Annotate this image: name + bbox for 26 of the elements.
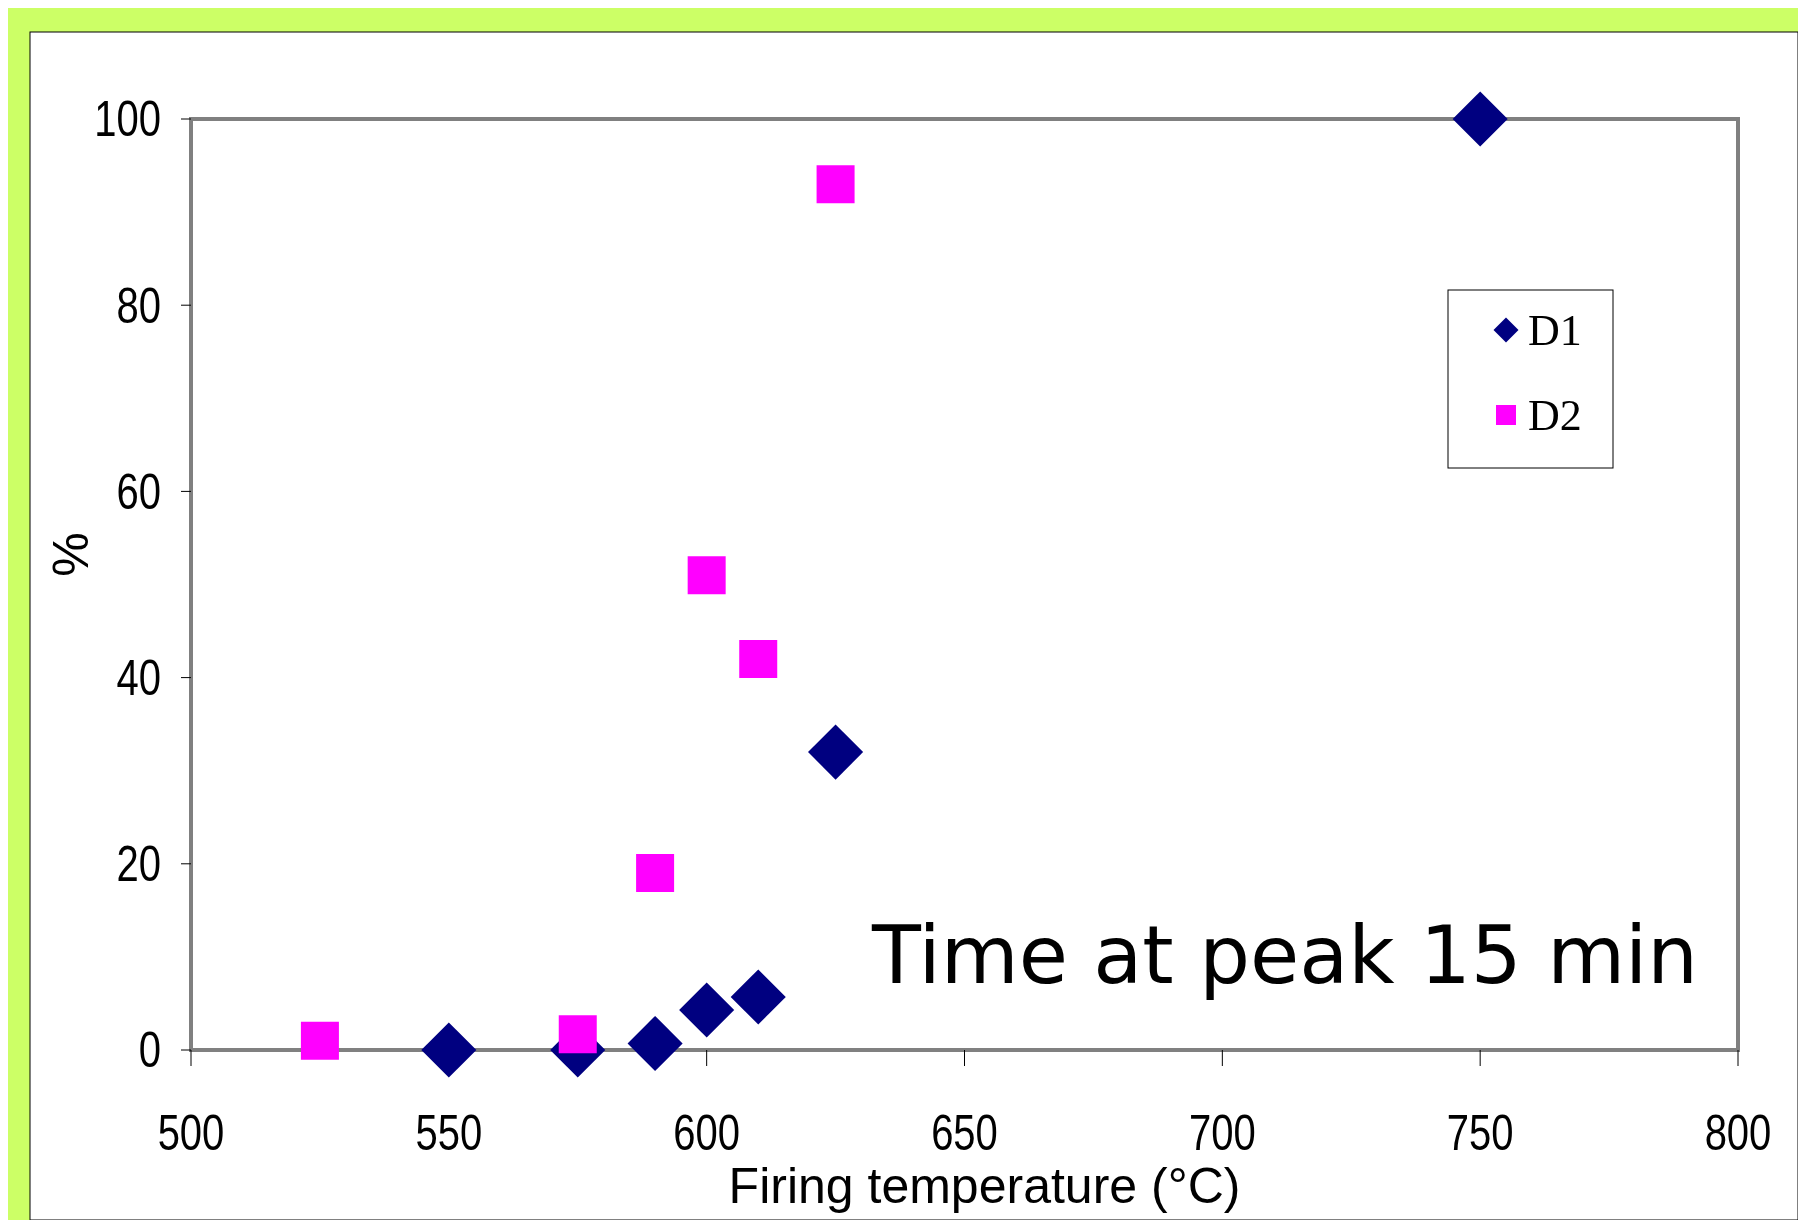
point [730, 969, 786, 1025]
y-tick-label: 80 [116, 277, 161, 334]
x-tick-label: 750 [1446, 1104, 1514, 1162]
y-tick-label: 0 [138, 1022, 161, 1079]
point [816, 165, 855, 204]
x-tick-label: 500 [157, 1104, 225, 1162]
point [300, 1021, 339, 1060]
y-tick-label: 20 [116, 836, 161, 893]
x-tick-label: 800 [1704, 1104, 1772, 1162]
point [636, 854, 675, 893]
point [1452, 91, 1508, 147]
legend-label: D1 [1528, 306, 1582, 356]
legend-label: D2 [1528, 391, 1582, 441]
point [687, 556, 726, 595]
y-axis-title: % [43, 532, 99, 577]
point [558, 1015, 597, 1054]
x-tick-label: 550 [415, 1104, 483, 1162]
point [739, 639, 778, 678]
point [627, 1015, 683, 1072]
point [808, 724, 864, 780]
annotation: Time at peak 15 min [871, 909, 1698, 1002]
y-tick-label: 40 [116, 649, 161, 707]
point [679, 982, 735, 1038]
y-tick-label: 100 [94, 91, 161, 148]
point [421, 1022, 477, 1078]
y-tick-label: 60 [116, 463, 161, 520]
